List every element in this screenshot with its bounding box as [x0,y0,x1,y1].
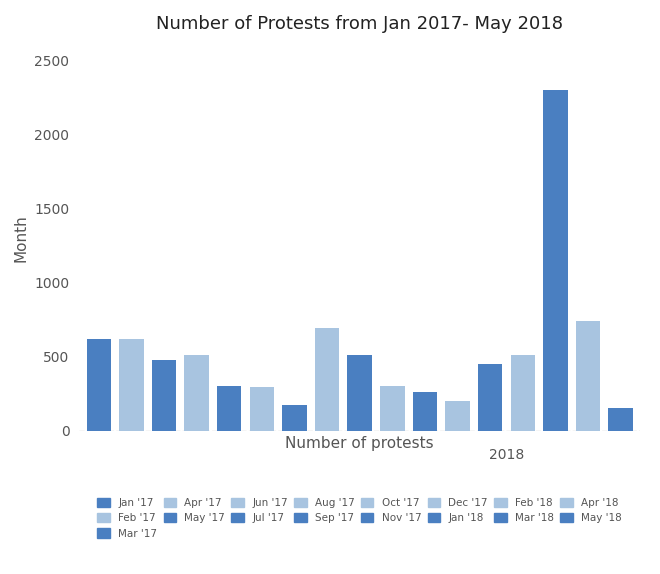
Bar [347,355,372,430]
Bar [86,339,111,430]
Bar [609,408,633,430]
Bar [380,386,405,430]
Title: Number of Protests from Jan 2017- May 2018: Number of Protests from Jan 2017- May 20… [156,15,563,33]
Bar [217,386,242,430]
Bar [511,355,535,430]
X-axis label: Number of protests: Number of protests [285,436,434,451]
Bar [576,321,600,430]
Bar [412,392,437,430]
Bar [446,401,470,430]
Bar [119,339,144,430]
Bar [543,90,568,430]
Y-axis label: Month: Month [14,214,29,262]
Bar [184,355,209,430]
Bar [282,405,307,430]
Text: 2018: 2018 [489,448,524,462]
Legend: Jan '17, Feb '17, Mar '17, Apr '17, May '17, Jun '17, Jul '17, Aug '17, Sep '17,: Jan '17, Feb '17, Mar '17, Apr '17, May … [93,494,626,543]
Bar [249,387,274,430]
Bar [315,328,339,430]
Bar [152,360,176,430]
Bar [478,364,502,430]
